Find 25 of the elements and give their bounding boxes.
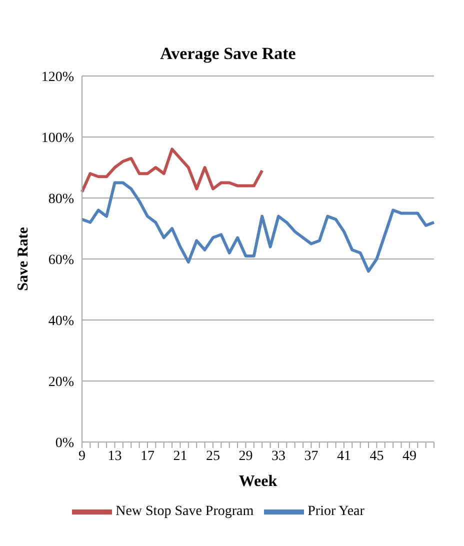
y-tick-label: 60%: [48, 252, 74, 268]
x-tick-label: 25: [206, 448, 220, 464]
x-tick-label: 21: [173, 448, 188, 464]
x-tick-label: 41: [336, 448, 351, 464]
y-tick-label: 100%: [41, 130, 74, 146]
y-tick-label: 80%: [48, 192, 74, 207]
x-tick-label: 37: [304, 448, 318, 464]
x-tick-label: 17: [140, 448, 154, 464]
x-tick-label: 33: [271, 448, 286, 464]
x-axis-title: Week: [238, 473, 278, 490]
y-tick-label: 120%: [41, 70, 74, 85]
legend-label: New Stop Save Program: [116, 504, 254, 520]
y-tick-label: 0%: [55, 436, 74, 451]
y-tick-label: 40%: [48, 314, 74, 329]
x-tick-label: 29: [238, 448, 253, 464]
line-series: [80, 148, 264, 194]
chart-title: Average Save Rate: [159, 43, 297, 65]
x-tick-label: 13: [108, 448, 122, 464]
legend-label: Prior Year: [308, 504, 364, 520]
x-tick-label: 45: [370, 448, 384, 464]
x-tick-label: 9: [78, 448, 86, 464]
y-axis-title: Save Rate: [15, 226, 32, 291]
line-series: [80, 181, 436, 273]
y-tick-label: 20%: [48, 374, 74, 390]
x-tick-label: 49: [402, 448, 416, 464]
